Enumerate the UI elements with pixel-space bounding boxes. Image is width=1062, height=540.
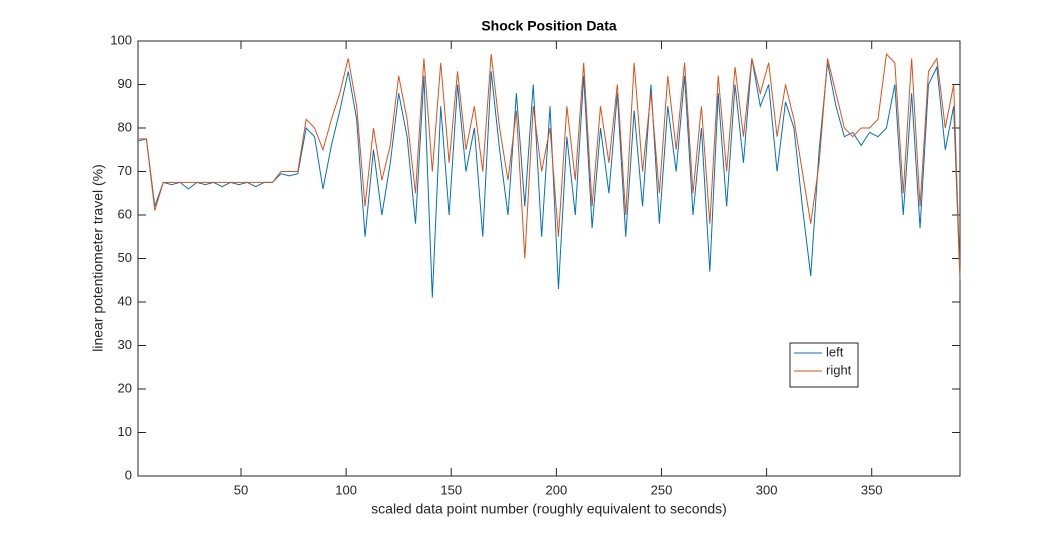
- x-tick-label: 50: [234, 482, 248, 497]
- y-tick-label: 100: [110, 32, 132, 47]
- y-tick-label: 70: [118, 163, 132, 178]
- legend-label: right: [826, 362, 852, 377]
- y-axis-label: linear potentiometer travel (%): [90, 164, 106, 352]
- legend-box: [789, 342, 859, 388]
- y-tick-label: 30: [118, 337, 132, 352]
- data-line: [138, 52, 961, 276]
- chart-title: Shock Position Data: [481, 18, 617, 34]
- x-tick-label: 200: [546, 482, 568, 497]
- x-tick-label: 350: [861, 482, 883, 497]
- y-tick-label: 90: [118, 76, 132, 91]
- x-tick-label: 100: [335, 482, 357, 497]
- y-tick-label: 40: [118, 293, 132, 308]
- y-tick-label: 0: [125, 467, 132, 482]
- plot-frame: [137, 40, 961, 477]
- y-tick-label: 50: [118, 250, 132, 265]
- x-tick-label: 150: [440, 482, 462, 497]
- y-tick-label: 60: [118, 206, 132, 221]
- x-tick-label: 300: [756, 482, 778, 497]
- legend-label: left: [826, 344, 844, 359]
- x-axis-label: scaled data point number (roughly equiva…: [371, 501, 727, 517]
- x-tick-label: 250: [651, 482, 673, 497]
- y-tick-label: 80: [118, 119, 132, 134]
- y-tick-label: 20: [118, 380, 132, 395]
- y-tick-label: 10: [118, 424, 132, 439]
